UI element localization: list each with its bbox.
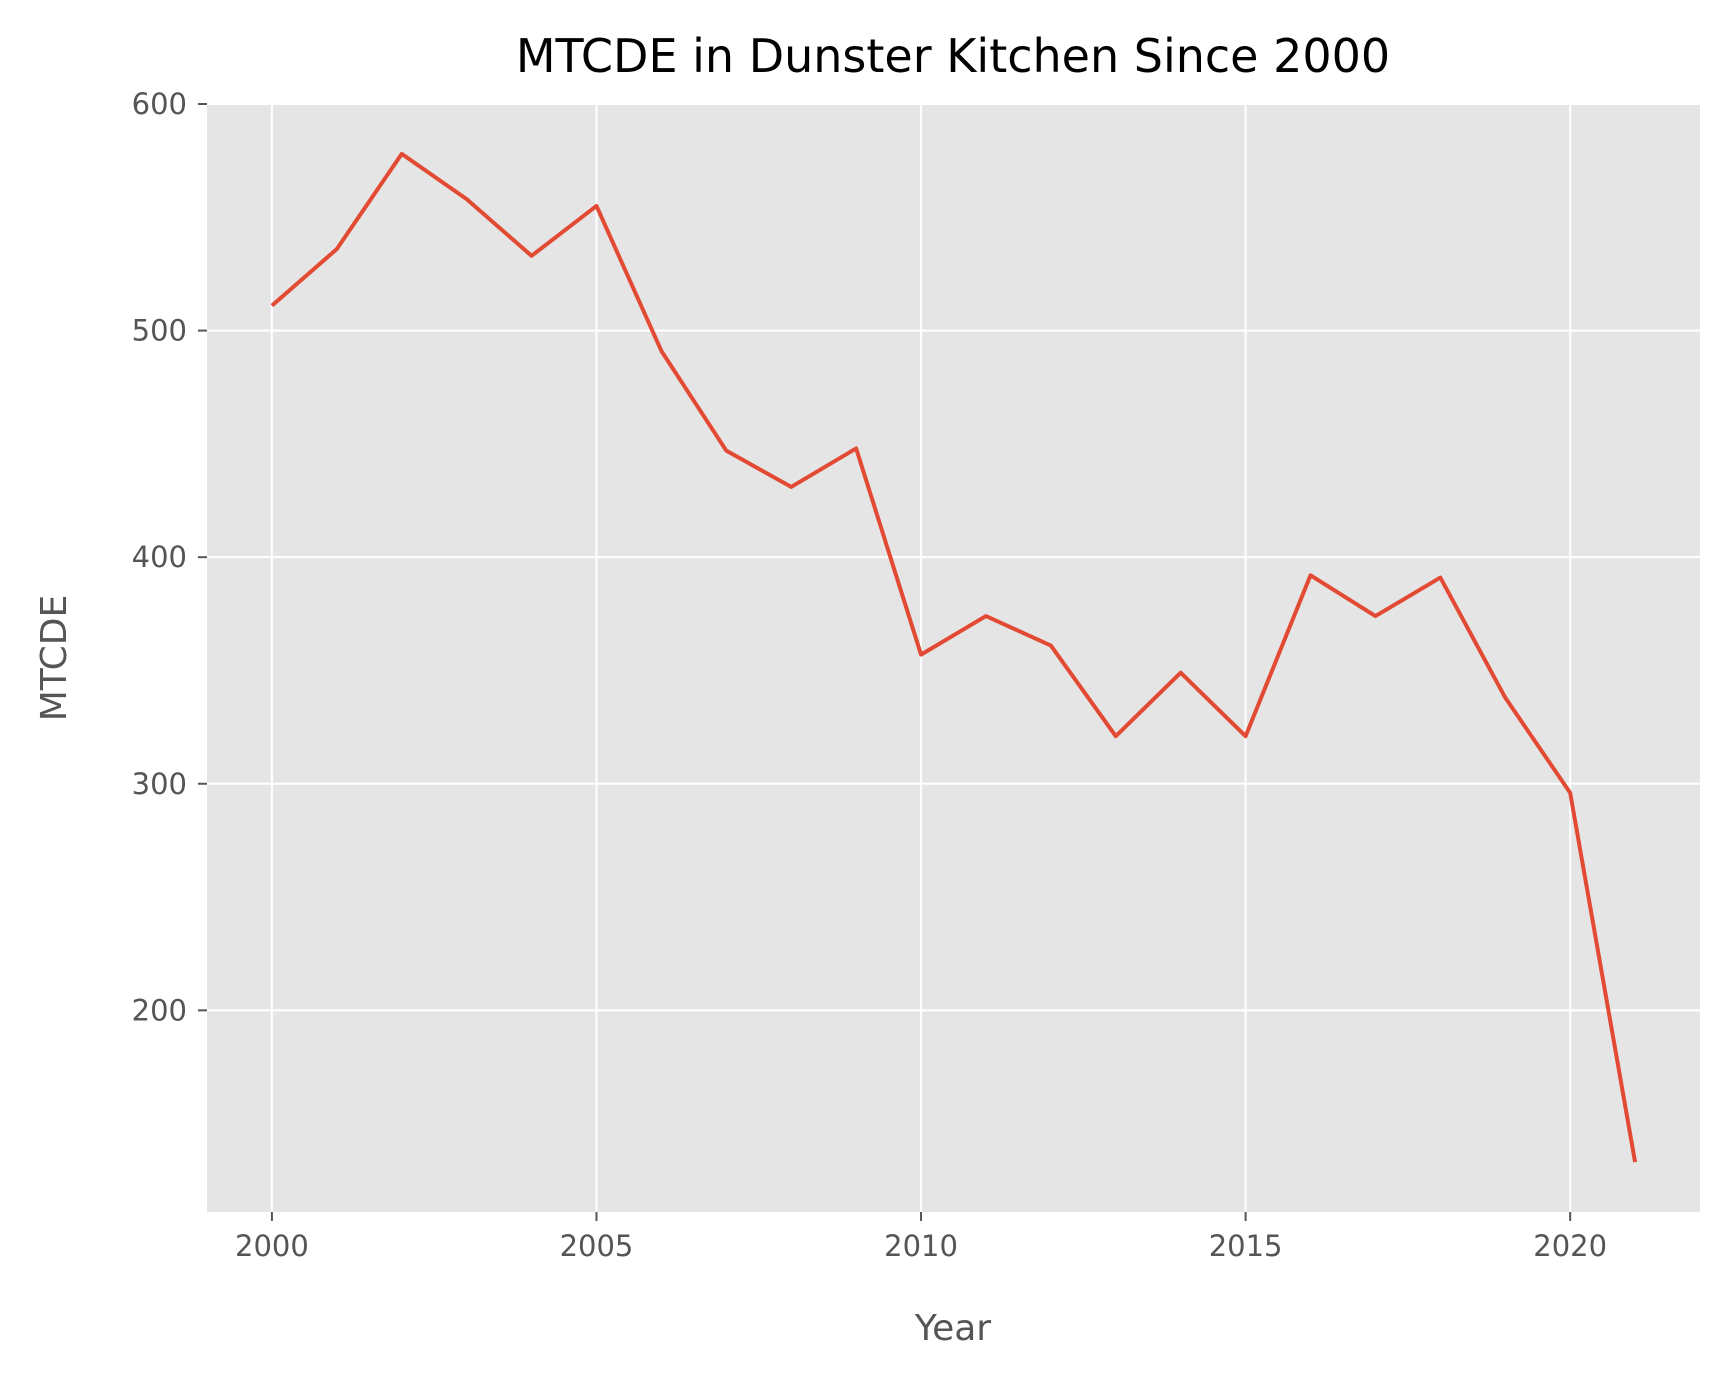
- data-point: [984, 614, 988, 618]
- data-point: [724, 449, 728, 453]
- data-point: [1568, 791, 1572, 795]
- y-tick-label: 300: [132, 767, 187, 801]
- data-point: [919, 653, 923, 657]
- series-layer: [270, 151, 1638, 1164]
- data-point: [789, 485, 793, 489]
- grid-lines: [207, 103, 1700, 1212]
- data-point: [594, 204, 598, 208]
- data-point: [400, 152, 404, 156]
- data-point: [1244, 734, 1248, 738]
- data-point: [1503, 696, 1507, 700]
- x-tick-label: 2005: [560, 1229, 634, 1263]
- y-tick-label: 500: [132, 314, 187, 348]
- x-tick-label: 2010: [884, 1229, 958, 1263]
- data-point: [335, 247, 339, 251]
- x-tick-label: 2020: [1533, 1229, 1607, 1263]
- x-tick-label: 2015: [1209, 1229, 1283, 1263]
- data-point: [270, 304, 274, 308]
- data-point: [659, 349, 663, 353]
- data-point: [1179, 671, 1183, 675]
- x-tick-label: 2000: [235, 1229, 309, 1263]
- data-point: [1438, 576, 1442, 580]
- plot-area: [207, 104, 1700, 1212]
- data-point: [1114, 734, 1118, 738]
- chart-title: MTCDE in Dunster Kitchen Since 2000: [516, 29, 1390, 83]
- series-line: [270, 151, 1638, 1163]
- data-point: [854, 446, 858, 450]
- x-axis-label: Year: [914, 1308, 991, 1349]
- axis-ticks: 2000 2005 2010 2015 2020 200 300 400 500 600: [132, 87, 1607, 1263]
- data-point: [465, 197, 469, 201]
- data-point: [1309, 573, 1313, 577]
- data-point: [1049, 644, 1053, 648]
- y-tick-label: 600: [132, 87, 187, 121]
- data-point: [1373, 614, 1377, 618]
- data-point: [1633, 1160, 1637, 1164]
- y-tick-label: 400: [132, 540, 187, 574]
- y-axis-label: MTCDE: [34, 595, 75, 722]
- y-tick-label: 200: [132, 993, 187, 1027]
- data-point: [530, 254, 534, 258]
